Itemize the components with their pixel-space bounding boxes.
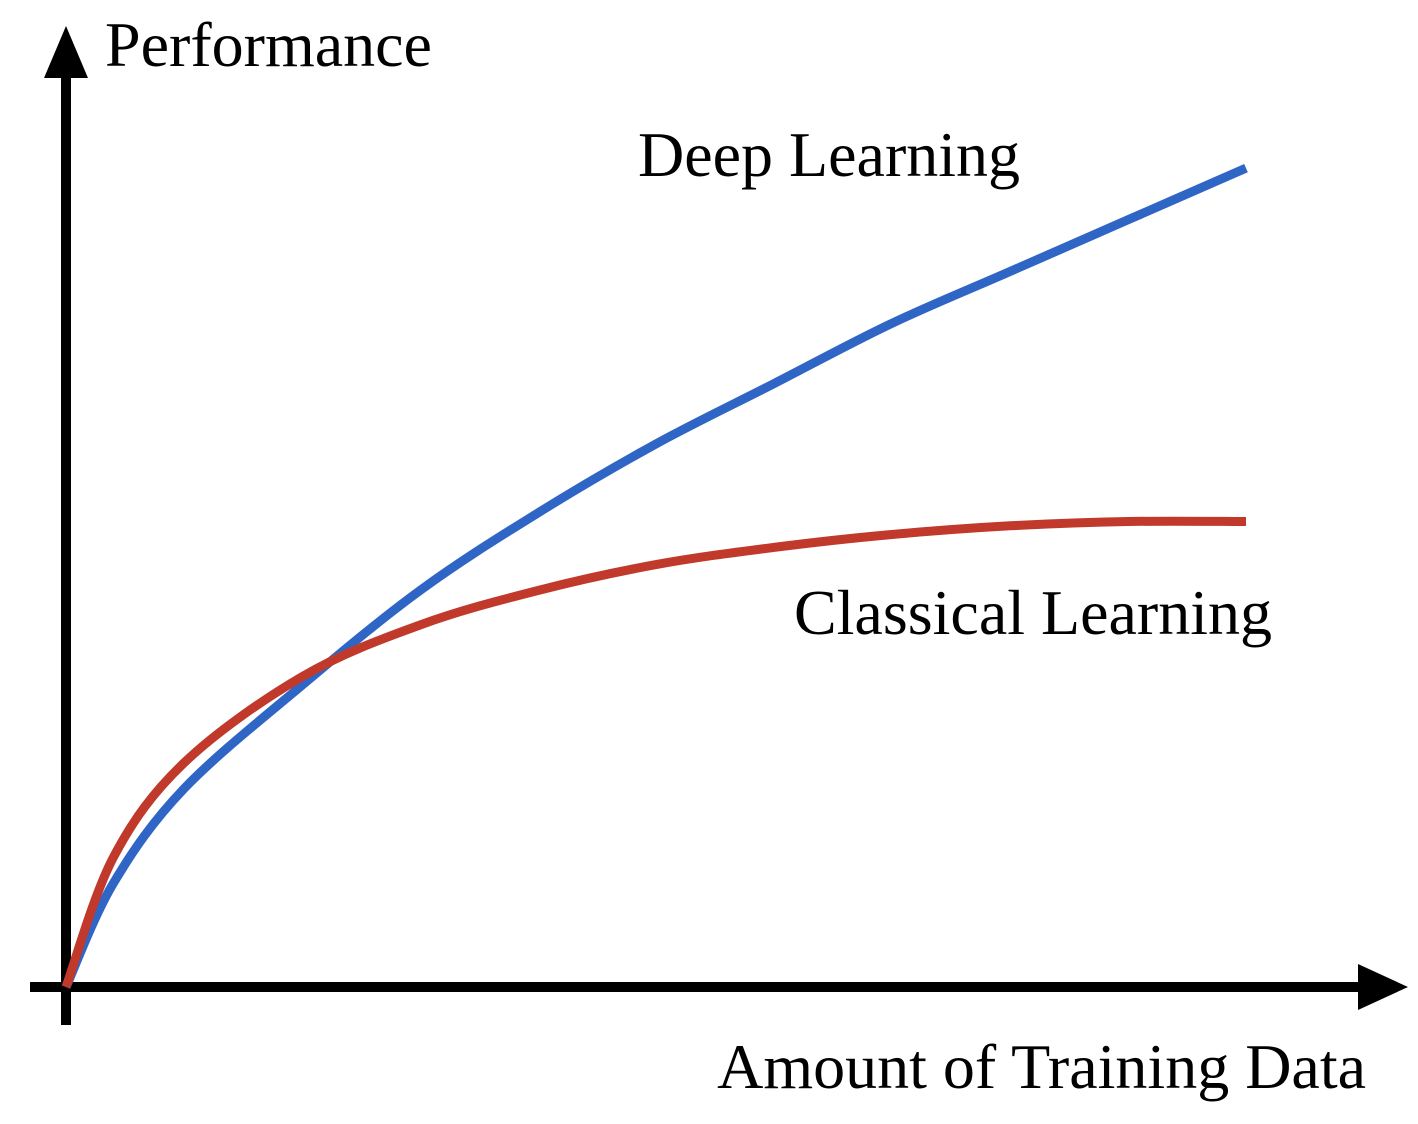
y-axis-arrowhead [44, 26, 88, 78]
series-label-deep-learning: Deep Learning [638, 119, 1020, 190]
series-label-classical-learning: Classical Learning [794, 577, 1272, 648]
y-axis-title: Performance [105, 9, 432, 80]
series-line-classical-learning [61, 516, 1247, 989]
series-layer [61, 163, 1248, 989]
series-line-deep-learning [61, 163, 1248, 989]
x-axis-arrowhead [1358, 964, 1408, 1010]
x-axis-title: Amount of Training Data [717, 1031, 1366, 1102]
